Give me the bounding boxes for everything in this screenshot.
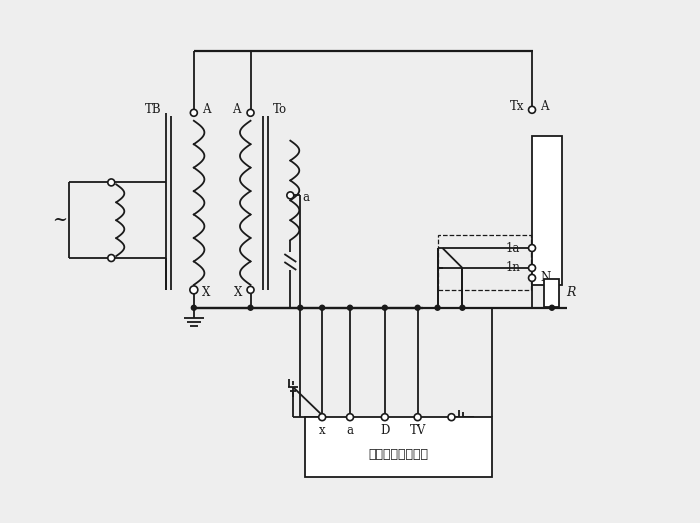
- Text: R: R: [566, 286, 575, 299]
- Circle shape: [528, 245, 536, 252]
- Text: TB: TB: [144, 104, 161, 116]
- Text: 1a: 1a: [505, 242, 520, 255]
- Text: TV: TV: [410, 424, 426, 437]
- Circle shape: [247, 287, 254, 293]
- Bar: [305, 417, 492, 477]
- Text: X: X: [202, 286, 210, 299]
- Circle shape: [528, 275, 536, 281]
- Circle shape: [382, 305, 387, 310]
- Circle shape: [347, 305, 353, 310]
- Circle shape: [318, 414, 326, 420]
- Circle shape: [460, 305, 465, 310]
- Circle shape: [190, 286, 198, 294]
- Text: To: To: [272, 104, 286, 116]
- Circle shape: [190, 109, 197, 116]
- Circle shape: [298, 305, 303, 310]
- Circle shape: [248, 305, 253, 310]
- Circle shape: [435, 305, 440, 310]
- Circle shape: [448, 414, 455, 420]
- Circle shape: [108, 255, 115, 262]
- Text: N: N: [540, 271, 550, 285]
- Circle shape: [382, 414, 388, 420]
- Circle shape: [191, 305, 196, 310]
- Text: X: X: [234, 286, 243, 299]
- Text: 1n: 1n: [505, 262, 520, 275]
- Bar: [545, 279, 559, 307]
- Text: Tx: Tx: [510, 100, 524, 113]
- Text: A: A: [202, 104, 210, 116]
- Circle shape: [346, 414, 354, 420]
- Text: 电子互感器检验仪: 电子互感器检验仪: [369, 448, 428, 461]
- Bar: [532, 135, 562, 285]
- Text: A: A: [232, 104, 241, 116]
- Text: x: x: [318, 424, 326, 437]
- Circle shape: [414, 414, 421, 420]
- Circle shape: [247, 109, 254, 116]
- Circle shape: [415, 305, 420, 310]
- Circle shape: [528, 106, 536, 113]
- Text: a: a: [302, 191, 309, 204]
- Bar: [438, 235, 531, 290]
- Text: a: a: [346, 424, 354, 437]
- Circle shape: [528, 265, 536, 271]
- Circle shape: [108, 179, 115, 186]
- Circle shape: [287, 192, 294, 199]
- Text: ~: ~: [52, 211, 67, 229]
- Text: A: A: [540, 100, 549, 113]
- Circle shape: [320, 305, 325, 310]
- Circle shape: [550, 305, 554, 310]
- Text: D: D: [380, 424, 389, 437]
